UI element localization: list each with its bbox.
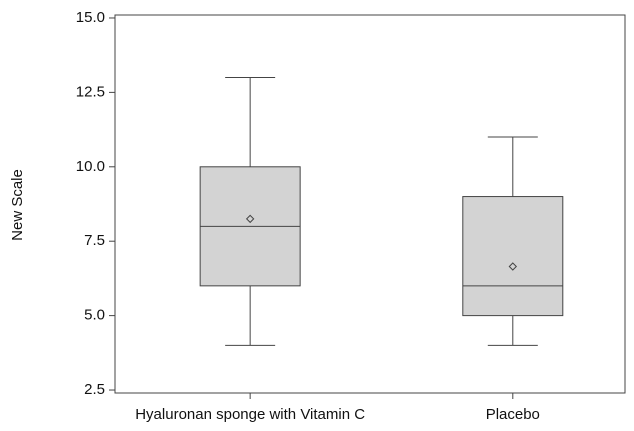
y-axis-label: New Scale xyxy=(9,169,26,241)
x-tick-label: Hyaluronan sponge with Vitamin C xyxy=(135,406,365,423)
y-tick-label: 5.0 xyxy=(84,307,105,324)
y-tick-label: 12.5 xyxy=(76,83,105,100)
y-tick-label: 7.5 xyxy=(84,232,105,249)
x-tick-label: Placebo xyxy=(486,406,540,423)
mean-marker xyxy=(245,214,255,224)
y-tick-label: 10.0 xyxy=(76,158,105,175)
mean-marker xyxy=(508,262,518,271)
plot-frame xyxy=(114,14,626,394)
y-tick-label: 15.0 xyxy=(76,9,105,26)
box xyxy=(462,196,564,317)
y-tick-label: 2.5 xyxy=(84,381,105,398)
